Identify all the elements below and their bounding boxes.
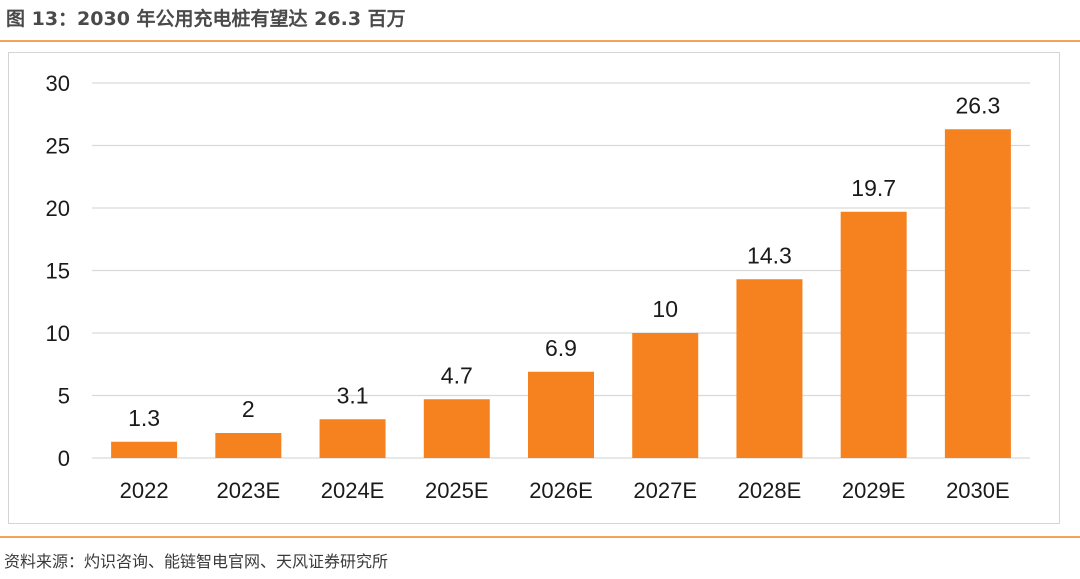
figure-title: 图 13：2030 年公用充电桩有望达 26.3 百万 xyxy=(6,8,406,30)
x-tick-label: 2025E xyxy=(425,478,489,503)
y-tick-label: 10 xyxy=(46,321,70,346)
source-note: 资料来源：灼识咨询、能链智电官网、天风证券研究所 xyxy=(4,552,389,571)
y-tick-label: 5 xyxy=(58,384,70,409)
data-label-2022: 1.3 xyxy=(128,405,160,431)
bar-2025e xyxy=(423,399,490,458)
data-label-2028e: 14.3 xyxy=(747,242,792,268)
x-tick-label: 2022 xyxy=(120,478,169,503)
x-tick-label: 2028E xyxy=(738,478,802,503)
bar-2029e xyxy=(840,211,907,458)
data-label-2026e: 6.9 xyxy=(545,335,577,361)
title-divider xyxy=(0,40,1080,42)
bar-2023e xyxy=(215,433,282,458)
bar-2022 xyxy=(111,441,178,458)
bar-2026e xyxy=(528,371,594,458)
bar-2027e xyxy=(632,333,699,458)
y-tick-label: 25 xyxy=(46,134,70,159)
data-label-2030e: 26.3 xyxy=(956,92,1001,118)
chart-frame xyxy=(8,52,1060,524)
y-tick-label: 30 xyxy=(46,71,70,96)
data-label-2027e: 10 xyxy=(652,296,678,322)
y-axis-ticks: 0 5 10 15 20 25 30 xyxy=(46,71,70,471)
bars xyxy=(111,129,1011,458)
x-tick-label: 2030E xyxy=(946,478,1010,503)
y-tick-label: 20 xyxy=(46,196,70,221)
x-tick-label: 2023E xyxy=(217,478,281,503)
x-tick-label: 2024E xyxy=(321,478,385,503)
bar-2030e xyxy=(944,129,1011,458)
data-label-2029e: 19.7 xyxy=(851,175,896,201)
y-tick-label: 0 xyxy=(58,446,70,471)
data-label-2024e: 3.1 xyxy=(337,382,369,408)
x-tick-label: 2027E xyxy=(633,478,697,503)
x-axis-ticks: 2022 2023E 2024E 2025E 2026E 2027E 2028E 2029E 2… xyxy=(120,478,1010,503)
data-labels: 1.3 2 3.1 4.7 6.9 10 14.3 19.7 26.3 xyxy=(128,92,1000,431)
bar-2028e xyxy=(736,279,803,458)
data-label-2025e: 4.7 xyxy=(441,362,473,388)
x-tick-label: 2026E xyxy=(529,478,593,503)
x-tick-label: 2029E xyxy=(842,478,906,503)
data-label-2023e: 2 xyxy=(242,396,255,422)
y-tick-label: 15 xyxy=(46,259,70,284)
footer-divider xyxy=(0,536,1080,538)
bar-chart: 0 5 10 15 20 25 30 1.3 2 3.1 4.7 6.9 10 14.3 19.7 26.3… xyxy=(46,71,1030,503)
bar-2024e xyxy=(319,419,386,458)
